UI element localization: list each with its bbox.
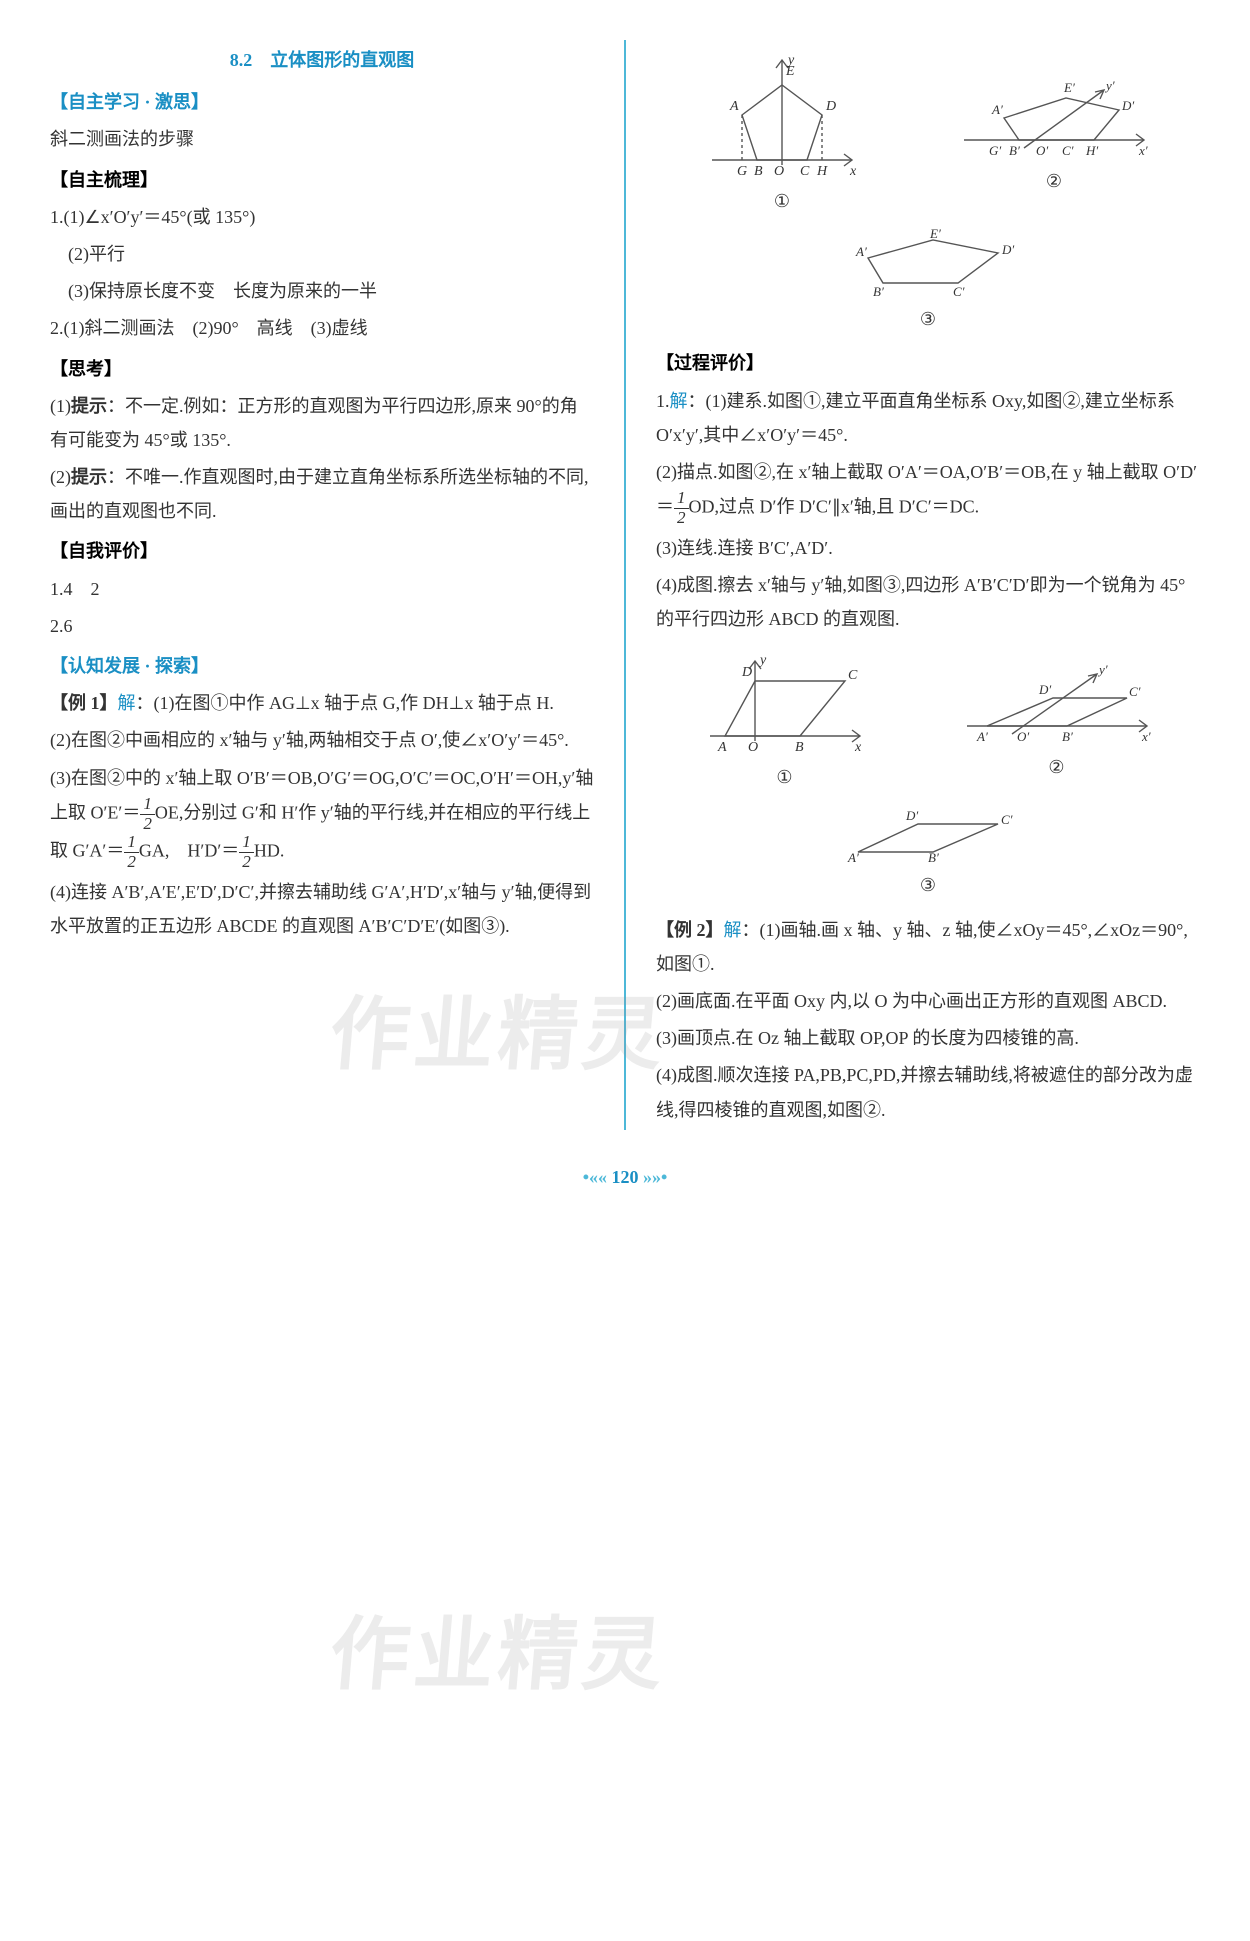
svg-text:E′: E′: [1063, 80, 1075, 95]
diagram-label: ③: [920, 302, 936, 336]
body-text: (4)成图.擦去 x′轴与 y′轴,如图③,四边形 A′B′C′D′即为一个锐角…: [656, 568, 1200, 636]
svg-text:O: O: [774, 164, 784, 179]
body-text: 斜二测画法的步骤: [50, 122, 594, 156]
svg-text:A′: A′: [847, 850, 859, 864]
svg-text:y′: y′: [1104, 78, 1115, 93]
diagram-trapezoid-1: A O B C D x y ①: [700, 646, 870, 794]
fraction: 12: [140, 795, 155, 834]
svg-text:x′: x′: [1138, 143, 1148, 158]
svg-text:G: G: [737, 164, 747, 179]
body-text: 1.4 2: [50, 572, 594, 606]
svg-text:C′: C′: [1001, 812, 1013, 827]
watermark: 作业精灵: [323, 1580, 672, 1732]
svg-text:C′: C′: [1129, 684, 1141, 699]
svg-text:A: A: [729, 99, 739, 114]
body-text: 1.(1)∠x′O′y′＝45°(或 135°): [50, 200, 594, 234]
svg-text:x′: x′: [1141, 729, 1151, 744]
body-text: 2.6: [50, 609, 594, 643]
body-text: 1.解：(1)建系.如图①,建立平面直角坐标系 Oxy,如图②,建立坐标系 O′…: [656, 384, 1200, 452]
page-content: 8.2 立体图形的直观图 【自主学习 · 激思】 斜二测画法的步骤 【自主梳理】…: [50, 40, 1200, 1130]
body-text: (4)连接 A′B′,A′E′,E′D′,D′C′,并擦去辅助线 G′A′,H′…: [50, 875, 594, 943]
diagram-skew: A′ D′ E′ G′ B′ O′ C′ H′ x′ y′ ②: [954, 70, 1154, 198]
body-text: (2)提示：不唯一.作直观图时,由于建立直角坐标系所选坐标轴的不同,画出的直观图…: [50, 460, 594, 528]
diagram-label: ①: [776, 760, 792, 794]
diagram-trapezoid-3: A′ B′ C′ D′ ③: [838, 804, 1018, 902]
diagram-parallelogram: A′ D′ E′ B′ C′ ③: [838, 228, 1018, 336]
column-divider: [624, 40, 626, 1130]
svg-text:x: x: [854, 740, 862, 755]
body-text: (2)平行: [50, 237, 594, 271]
subsection-heading: 【自主学习 · 激思】: [50, 85, 594, 119]
svg-text:D: D: [741, 665, 752, 680]
svg-text:C′: C′: [953, 284, 965, 298]
right-column: A D E G B O C H x y ①: [656, 40, 1200, 1130]
page-number: 120: [50, 1160, 1200, 1194]
section-title: 8.2 立体图形的直观图: [50, 43, 594, 77]
svg-text:C: C: [848, 668, 858, 683]
subsection-heading: 【自我评价】: [50, 534, 594, 568]
body-text: (3)连线.连接 B′C′,A′D′.: [656, 531, 1200, 565]
svg-text:B: B: [795, 740, 804, 755]
subsection-heading: 【思考】: [50, 352, 594, 386]
subsection-heading: 【认知发展 · 探索】: [50, 649, 594, 683]
svg-text:A: A: [717, 740, 727, 755]
example-text: 【例 1】解：(1)在图①中作 AG⊥x 轴于点 G,作 DH⊥x 轴于点 H.: [50, 686, 594, 720]
svg-text:D′: D′: [1121, 98, 1134, 113]
svg-text:y: y: [758, 653, 767, 668]
diagram-label: ③: [920, 868, 936, 902]
body-text: (3)保持原长度不变 长度为原来的一半: [50, 274, 594, 308]
svg-text:G′: G′: [989, 143, 1001, 158]
fraction: 12: [674, 489, 689, 528]
diagram-label: ②: [1048, 750, 1064, 784]
svg-text:A′: A′: [976, 729, 988, 744]
svg-text:B: B: [754, 164, 763, 179]
fraction: 12: [124, 833, 139, 872]
fraction: 12: [239, 833, 254, 872]
body-text: (2)画底面.在平面 Oxy 内,以 O 为中心画出正方形的直观图 ABCD.: [656, 984, 1200, 1018]
svg-text:H′: H′: [1085, 143, 1098, 158]
body-text: 2.(1)斜二测画法 (2)90° 高线 (3)虚线: [50, 311, 594, 345]
body-text: (1)提示：不一定.例如：正方形的直观图为平行四边形,原来 90°的角有可能变为…: [50, 389, 594, 457]
svg-text:H: H: [816, 164, 828, 179]
svg-text:B′: B′: [1062, 729, 1073, 744]
svg-text:A′: A′: [991, 102, 1003, 117]
body-text: (3)画顶点.在 Oz 轴上截取 OP,OP 的长度为四棱锥的高.: [656, 1021, 1200, 1055]
diagram-pentagon: A D E G B O C H x y ①: [702, 50, 862, 218]
svg-text:A′: A′: [855, 244, 867, 259]
svg-text:C′: C′: [1062, 143, 1074, 158]
example-text: 【例 2】解：(1)画轴.画 x 轴、y 轴、z 轴,使∠xOy＝45°,∠xO…: [656, 913, 1200, 981]
svg-text:D′: D′: [1038, 682, 1051, 697]
svg-text:x: x: [849, 164, 857, 179]
diagram-row: A′ B′ C′ D′ ③: [656, 804, 1200, 902]
svg-text:y′: y′: [1097, 662, 1108, 677]
subsection-heading: 【过程评价】: [656, 346, 1200, 380]
body-text: (3)在图②中的 x′轴上取 O′B′＝OB,O′G′＝OG,O′C′＝OC,O…: [50, 761, 594, 872]
diagram-trapezoid-2: A′ O′ B′ C′ D′ x′ y′ ②: [957, 656, 1157, 784]
diagram-row: A D E G B O C H x y ①: [656, 50, 1200, 218]
svg-text:D′: D′: [905, 808, 918, 823]
diagram-label: ②: [1046, 164, 1062, 198]
svg-text:E′: E′: [929, 228, 941, 241]
svg-text:C: C: [800, 164, 810, 179]
svg-text:y: y: [786, 53, 795, 68]
svg-text:O′: O′: [1036, 143, 1048, 158]
body-text: (2)在图②中画相应的 x′轴与 y′轴,两轴相交于点 O′,使∠x′O′y′＝…: [50, 723, 594, 757]
svg-text:B′: B′: [1009, 143, 1020, 158]
svg-text:D: D: [825, 99, 836, 114]
svg-text:O′: O′: [1017, 729, 1029, 744]
diagram-row: A′ D′ E′ B′ C′ ③: [656, 228, 1200, 336]
body-text: (4)成图.顺次连接 PA,PB,PC,PD,并擦去辅助线,将被遮住的部分改为虚…: [656, 1058, 1200, 1126]
diagram-row: A O B C D x y ①: [656, 646, 1200, 794]
svg-text:O: O: [748, 740, 758, 755]
body-text: (2)描点.如图②,在 x′轴上截取 O′A′＝OA,O′B′＝OB,在 y 轴…: [656, 455, 1200, 528]
svg-text:B′: B′: [873, 284, 884, 298]
svg-text:B′: B′: [928, 850, 939, 864]
left-column: 8.2 立体图形的直观图 【自主学习 · 激思】 斜二测画法的步骤 【自主梳理】…: [50, 40, 594, 1130]
diagram-label: ①: [774, 184, 790, 218]
svg-text:D′: D′: [1001, 242, 1014, 257]
subsection-heading: 【自主梳理】: [50, 163, 594, 197]
